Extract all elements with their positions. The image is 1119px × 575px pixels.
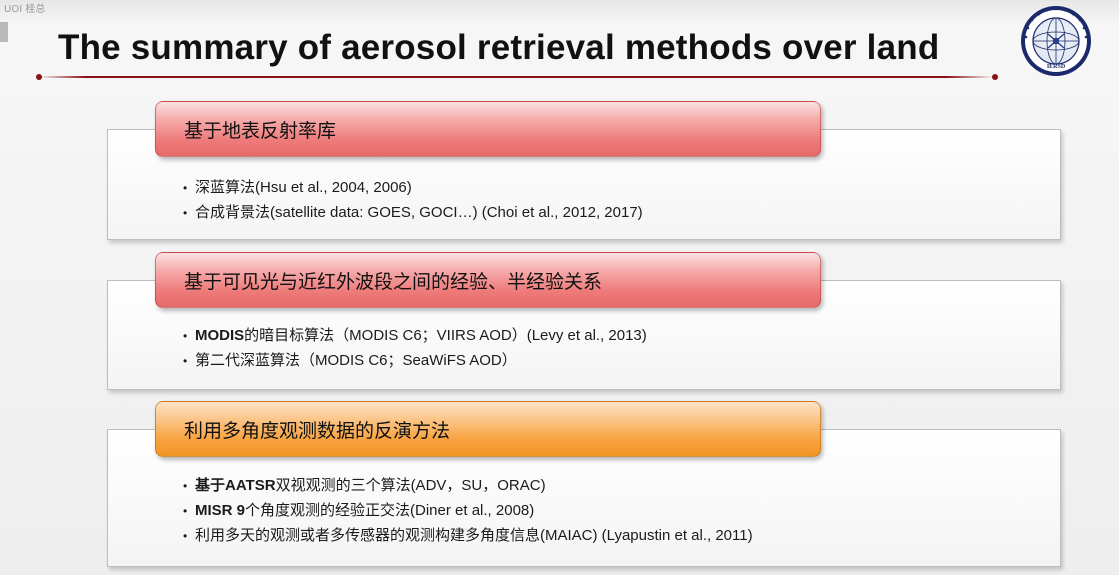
bullet-text: 的暗目标算法（MODIS C6；VIIRS AOD）(Levy et al., … xyxy=(244,327,647,344)
overlay-label: UOI 桂总 xyxy=(4,4,46,15)
bullet-marker: • xyxy=(183,354,188,368)
section-header: 基于可见光与近红外波段之间的经验、半经验关系 xyxy=(155,252,821,308)
bullet-text: 合成背景法(satellite data: GOES, GOCI…) (Choi… xyxy=(195,204,643,221)
window-overlay xyxy=(0,0,1119,26)
list-item: • 基于AATSR双视观测的三个算法(ADV，SU，ORAC) xyxy=(183,473,753,498)
bullet-bold-text: MODIS xyxy=(195,327,245,344)
bullet-text: 利用多天的观测或者多传感器的观测构建多角度信息(MAIAC) (Lyapusti… xyxy=(195,527,753,544)
section-header-text: 基于地表反射率库 xyxy=(184,120,337,142)
section-header-text: 利用多角度观测数据的反演方法 xyxy=(184,420,451,442)
bullet-text: 个角度观测的经验正交法(Diner et al., 2008) xyxy=(245,502,535,519)
section-header-text: 基于可见光与近红外波段之间的经验、半经验关系 xyxy=(184,271,603,293)
bullet-marker: • xyxy=(183,181,188,195)
bullet-bold-text: 基于AATSR xyxy=(195,477,276,494)
bullet-list: • MODIS的暗目标算法（MODIS C6；VIIRS AOD）(Levy et… xyxy=(183,323,647,373)
slide-title: The summary of aerosol retrieval methods… xyxy=(58,28,940,67)
section-header: 基于地表反射率库 xyxy=(155,101,821,157)
bullet-marker: • xyxy=(183,206,188,220)
bullet-text: 第二代深蓝算法（MODIS C6；SeaWiFS AOD） xyxy=(195,352,517,369)
underline-dot-right xyxy=(992,74,998,80)
list-item: • 深蓝算法(Hsu et al., 2004, 2006) xyxy=(183,175,643,200)
list-item: • 第二代深蓝算法（MODIS C6；SeaWiFS AOD） xyxy=(183,348,647,373)
list-item: • MODIS的暗目标算法（MODIS C6；VIIRS AOD）(Levy et… xyxy=(183,323,647,348)
bullet-marker: • xyxy=(183,479,188,493)
bullet-bold-text: MISR 9 xyxy=(195,502,246,519)
underline-dot-left xyxy=(36,74,42,80)
list-item: • 利用多天的观测或者多传感器的观测构建多角度信息(MAIAC) (Lyapust… xyxy=(183,523,753,548)
logo-text: IERSD xyxy=(1047,64,1066,70)
bullet-marker: • xyxy=(183,329,188,343)
section-header: 利用多角度观测数据的反演方法 xyxy=(155,401,821,457)
left-edge-marker xyxy=(0,22,8,42)
institute-logo: IERSD xyxy=(1014,4,1098,78)
list-item: • MISR 9个角度观测的经验正交法(Diner et al., 2008) xyxy=(183,498,753,523)
bullet-marker: • xyxy=(183,504,188,518)
title-underline xyxy=(38,76,994,78)
bullet-text: 双视观测的三个算法(ADV，SU，ORAC) xyxy=(275,477,546,494)
bullet-text: 深蓝算法(Hsu et al., 2004, 2006) xyxy=(195,179,412,196)
bullet-list: • 深蓝算法(Hsu et al., 2004, 2006) • 合成背景法(sat… xyxy=(183,175,643,225)
list-item: • 合成背景法(satellite data: GOES, GOCI…) (Cho… xyxy=(183,200,643,225)
logo-emblem-icon: IERSD xyxy=(1021,6,1091,76)
bullet-list: • 基于AATSR双视观测的三个算法(ADV，SU，ORAC) • MISR 9个角… xyxy=(183,473,753,548)
bullet-marker: • xyxy=(183,529,188,543)
